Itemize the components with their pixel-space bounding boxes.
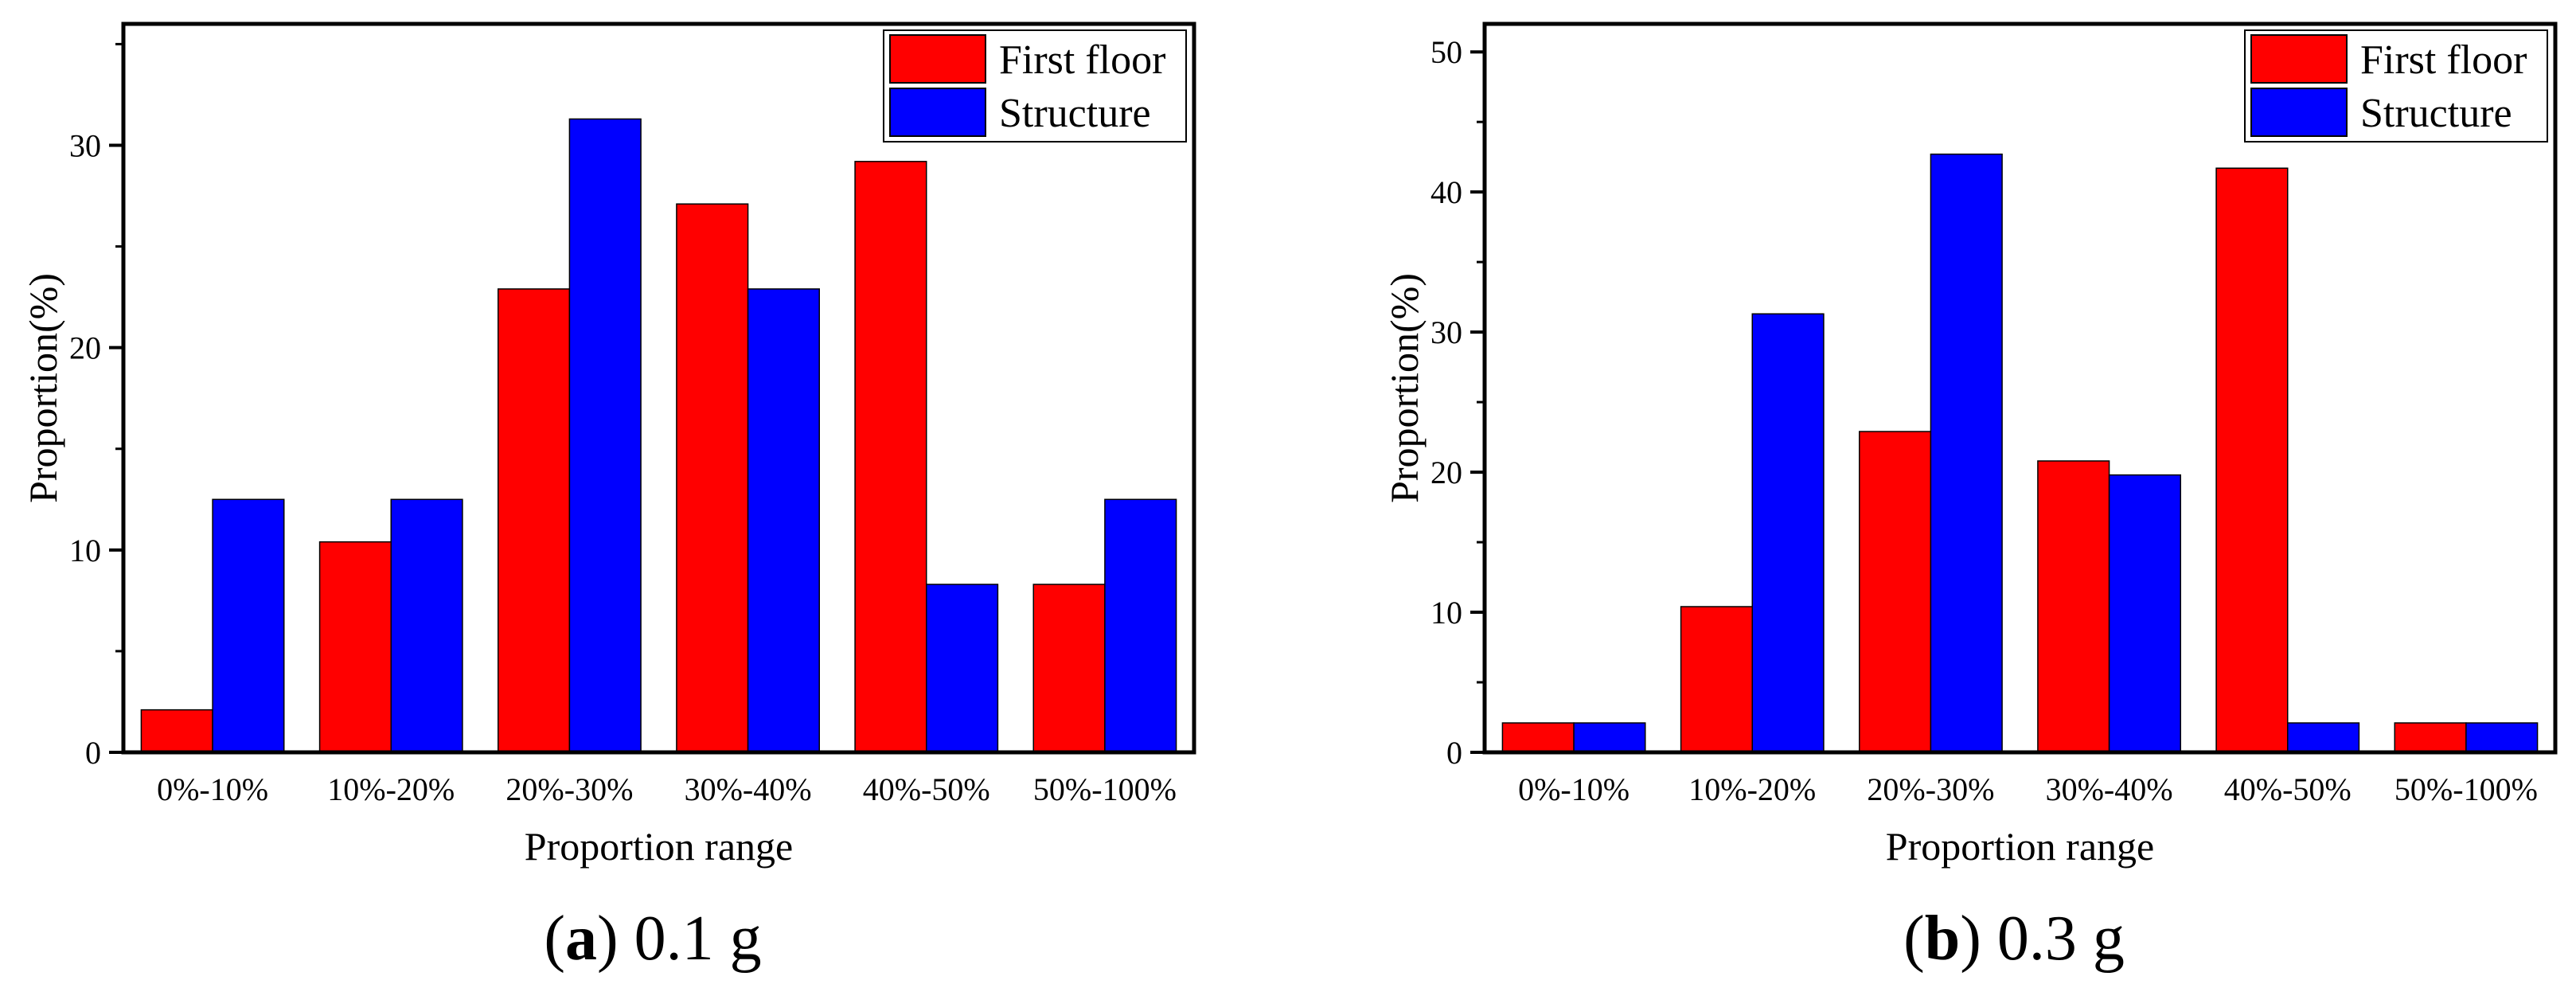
x-ticks-group: 0%-10% 10%-20% 20%-30% 30%-40% 40%-50% 50%-10… [157, 771, 1177, 807]
y-tick-label: 20 [1430, 455, 1462, 490]
bar-structure-2 [1930, 153, 2003, 753]
x-tick-label: 50%-100% [1033, 771, 1177, 807]
y-axis-title: Proportion(%) [21, 273, 65, 503]
bar-structure-5 [1104, 498, 1177, 753]
bar-first-floor-4 [2215, 167, 2289, 753]
plot-frame [121, 21, 1196, 755]
legend-label-first-floor: First floor [999, 37, 1165, 83]
x-tick-label: 20%-30% [505, 771, 633, 807]
legend: First floor Structure [2244, 29, 2548, 143]
bar-structure-4 [926, 584, 999, 753]
chart-panel-a: 0 10 20 30 0%-10% 10%-20% 20%-30% 30%-40% 40%-5… [21, 21, 1196, 974]
bar-first-floor-2 [498, 288, 571, 753]
panel-title: 0.3 g [1997, 904, 2125, 974]
bar-first-floor-1 [1680, 606, 1753, 753]
x-axis-title: Proportion range [525, 824, 793, 869]
bar-structure-3 [747, 288, 820, 753]
bar-structure-0 [212, 498, 285, 753]
x-tick-label: 10%-20% [1688, 771, 1816, 807]
y-tick-label: 40 [1430, 174, 1462, 210]
panel-caption: (a) 0.1 g [544, 904, 761, 974]
legend-label-structure: Structure [999, 91, 1151, 136]
legend-label-structure: Structure [2360, 91, 2512, 136]
x-tick-label: 20%-30% [1867, 771, 1994, 807]
bar-first-floor-0 [140, 709, 213, 753]
y-axis-title: Proportion(%) [1382, 273, 1427, 503]
bars-group [140, 118, 1177, 753]
legend-label-first-floor: First floor [2360, 37, 2527, 83]
x-tick-label: 40%-50% [863, 771, 990, 807]
bar-structure-5 [2465, 722, 2539, 753]
y-ticks-group: 0 10 20 30 40 50 [1430, 34, 1485, 771]
x-tick-label: 0%-10% [157, 771, 268, 807]
bar-structure-0 [1573, 722, 1646, 753]
plot-frame [1482, 21, 2558, 755]
bar-structure-1 [1751, 313, 1825, 753]
bar-first-floor-1 [318, 541, 392, 753]
bar-structure-3 [2108, 474, 2181, 753]
legend-swatch-structure [2250, 88, 2348, 137]
y-tick-label: 30 [1430, 314, 1462, 350]
bars-group [1501, 153, 2539, 753]
y-tick-label: 10 [69, 533, 101, 568]
panel-caption: (b) 0.3 g [1903, 904, 2125, 974]
panel-letter: b [1925, 904, 1961, 974]
legend-swatch-first-floor [2250, 34, 2348, 84]
x-tick-label: 30%-40% [2046, 771, 2173, 807]
x-tick-label: 40%-50% [2224, 771, 2352, 807]
chart-panel-b: 0 10 20 30 40 50 0%-10% 10%-20% 20%-30% 30%-40% 4… [1382, 21, 2558, 974]
bar-first-floor-3 [2037, 460, 2110, 753]
x-tick-label: 30%-40% [685, 771, 812, 807]
y-ticks-group: 0 10 20 30 [69, 42, 123, 771]
bar-first-floor-5 [2394, 722, 2467, 753]
bar-first-floor-2 [1859, 431, 1932, 753]
legend-swatch-structure [889, 88, 986, 137]
x-ticks-group: 0%-10% 10%-20% 20%-30% 30%-40% 40%-50% 50%-10… [1518, 771, 2538, 807]
x-tick-label: 10%-20% [327, 771, 455, 807]
panel-title: 0.1 g [634, 904, 762, 974]
bar-first-floor-3 [676, 203, 749, 753]
bar-structure-2 [568, 118, 642, 753]
x-tick-label: 0%-10% [1518, 771, 1630, 807]
x-axis-title: Proportion range [1886, 824, 2154, 869]
bar-structure-4 [2287, 722, 2360, 753]
y-tick-label: 10 [1430, 595, 1462, 631]
legend: First floor Structure [883, 29, 1187, 143]
y-tick-label: 20 [69, 330, 101, 366]
legend-swatch-first-floor [889, 34, 986, 84]
x-tick-label: 50%-100% [2395, 771, 2538, 807]
bar-structure-1 [390, 498, 463, 753]
y-tick-label: 30 [69, 128, 101, 164]
bar-first-floor-0 [1501, 722, 1575, 753]
y-tick-label: 0 [1446, 735, 1462, 771]
bar-first-floor-5 [1032, 584, 1106, 753]
panel-letter: a [565, 904, 597, 974]
y-tick-label: 50 [1430, 34, 1462, 70]
bar-first-floor-4 [854, 161, 927, 753]
y-tick-label: 0 [85, 735, 101, 771]
